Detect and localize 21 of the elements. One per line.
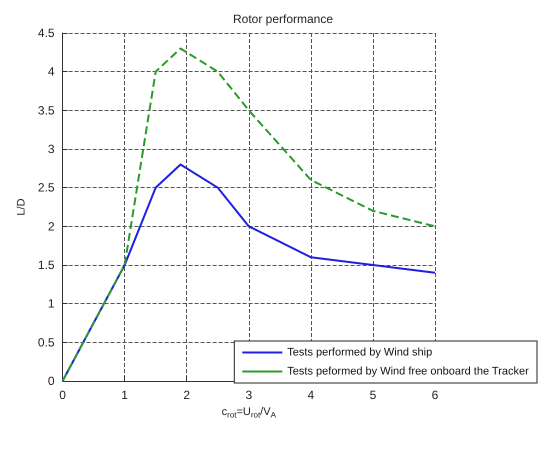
x-tick-label: 0 bbox=[59, 388, 66, 402]
y-tick-label: 0 bbox=[48, 374, 55, 388]
legend-label: Tests peformed by Wind free onboard the Tracker bbox=[287, 366, 530, 378]
x-tick-label: 3 bbox=[245, 388, 252, 402]
x-tick-label: 1 bbox=[121, 388, 128, 402]
x-tick-label: 5 bbox=[370, 388, 377, 402]
y-tick-label: 3 bbox=[48, 142, 55, 156]
legend-label: Tests performed by Wind ship bbox=[287, 346, 432, 358]
chart-title: Rotor performance bbox=[232, 12, 334, 26]
x-tick-label: 4 bbox=[308, 388, 315, 402]
y-tick-label: 4.5 bbox=[38, 26, 55, 40]
y-tick-label: 2 bbox=[48, 219, 55, 234]
y-tick-label: 0.5 bbox=[38, 335, 55, 350]
y-tick-label: 4 bbox=[48, 64, 55, 79]
y-tick-label: 3.5 bbox=[38, 103, 55, 118]
y-tick-label: 1 bbox=[48, 296, 55, 311]
x-tick-label: 2 bbox=[183, 388, 190, 402]
y-tick-label: 2.5 bbox=[38, 180, 55, 195]
x-tick-label: 6 bbox=[432, 388, 439, 402]
y-tick-label: 1.5 bbox=[38, 258, 55, 272]
y-axis-title: L/D bbox=[16, 198, 28, 216]
